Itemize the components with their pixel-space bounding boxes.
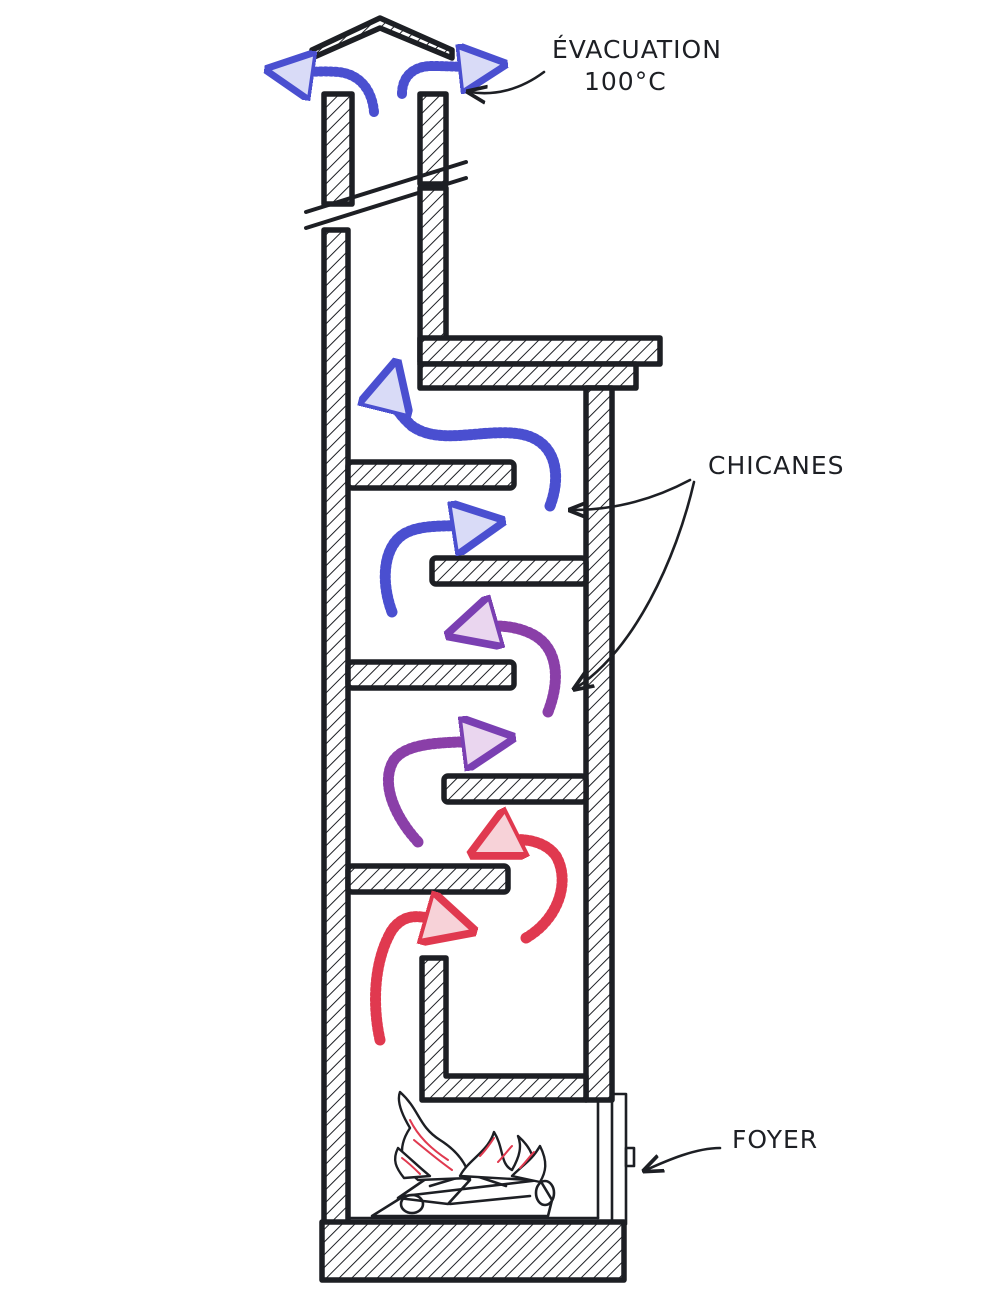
baffle-right-2 xyxy=(441,773,589,805)
flow-arrow-5 xyxy=(379,524,484,618)
right-outer-wall xyxy=(583,385,615,1103)
left-outer-wall xyxy=(321,227,351,1233)
baffle-right-1 xyxy=(429,555,589,587)
base-slab xyxy=(319,1219,627,1283)
baffle-left-1 xyxy=(345,459,517,491)
annotation-leaders xyxy=(470,70,722,1170)
top-shelf xyxy=(417,335,663,391)
chimney-cap xyxy=(309,15,455,61)
flue-walls-top xyxy=(321,91,449,207)
flow-arrow-2 xyxy=(488,840,568,944)
flow-arrow-1 xyxy=(370,917,456,1046)
label-evacuation-line1: ÉVACUATION xyxy=(552,35,722,64)
label-foyer: FOYER xyxy=(732,1125,818,1154)
flame-red-strokes xyxy=(401,1119,535,1175)
baffle-left-3 xyxy=(345,863,511,895)
gas-flow-arrows xyxy=(284,66,568,1046)
baffle-left-2 xyxy=(345,659,517,691)
flow-arrow-4 xyxy=(466,626,561,718)
logs xyxy=(370,1170,556,1218)
flow-arrow-6 xyxy=(391,380,562,512)
flow-arrow-exhaust-right xyxy=(397,66,488,99)
label-chicanes: CHICANES xyxy=(708,451,845,480)
firebox-door xyxy=(596,1092,636,1226)
flames xyxy=(393,1090,547,1184)
flow-arrow-exhaust-left xyxy=(284,71,379,117)
firebox-inner-wall xyxy=(419,955,589,1103)
label-evacuation-line2: 100°C xyxy=(584,67,667,96)
flow-arrow-3 xyxy=(382,740,494,848)
